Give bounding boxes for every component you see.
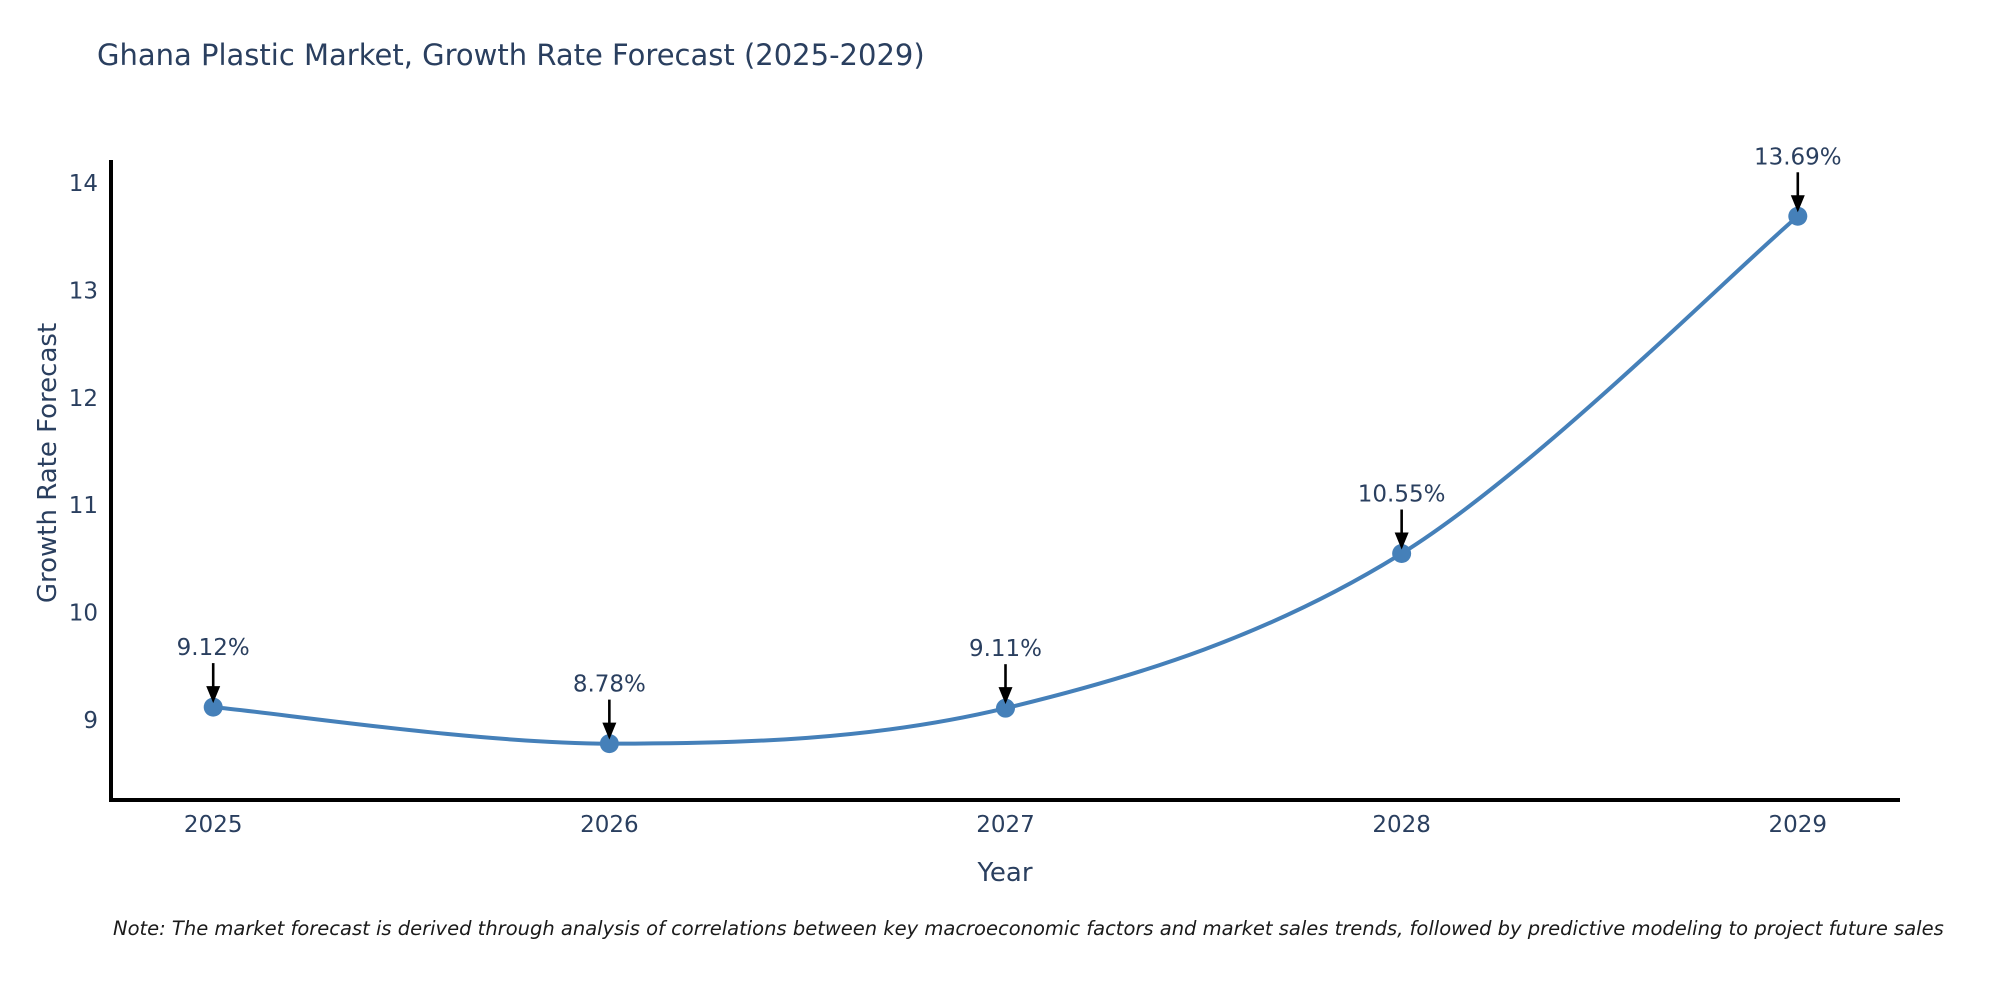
annotation-label-2029: 13.69% (1754, 144, 1842, 170)
annotation-label-2025: 9.12% (177, 635, 250, 661)
data-point-2026 (599, 734, 619, 754)
data-point-2027 (996, 698, 1015, 718)
series-line (213, 214, 1800, 746)
annotation-arrowhead-2028 (1394, 532, 1409, 550)
data-point-2029 (1788, 206, 1808, 226)
x-axis-title: Year (977, 858, 1033, 888)
y-tick-label-9: 9 (83, 708, 98, 734)
x-tick-label-2025: 2025 (184, 812, 243, 838)
y-tick-label-12: 12 (69, 386, 98, 412)
annotation-label-2027: 9.11% (969, 636, 1042, 662)
y-tick-label-10: 10 (69, 601, 98, 627)
annotation-arrowhead-2027 (998, 687, 1013, 705)
y-tick-label-14: 14 (69, 171, 98, 197)
y-tick-label-13: 13 (69, 278, 98, 304)
annotation-label-2026: 8.78% (573, 672, 646, 698)
annotation-arrowhead-2029 (1790, 195, 1805, 213)
x-tick-label-2026: 2026 (580, 812, 639, 838)
annotation-arrowhead-2025 (206, 686, 221, 704)
annotation-arrowhead-2026 (602, 722, 617, 740)
data-point-2028 (1392, 544, 1412, 564)
x-tick-label-2027: 2027 (976, 812, 1035, 838)
annotation-label-2028: 10.55% (1358, 482, 1446, 508)
x-tick-label-2028: 2028 (1372, 812, 1431, 838)
footnote: Note: The market forecast is derived thr… (113, 917, 1944, 940)
y-tick-label-11: 11 (69, 493, 98, 519)
chart-title: Ghana Plastic Market, Growth Rate Foreca… (97, 38, 925, 72)
x-tick-label-2029: 2029 (1769, 812, 1828, 838)
data-point-2025 (203, 697, 223, 717)
